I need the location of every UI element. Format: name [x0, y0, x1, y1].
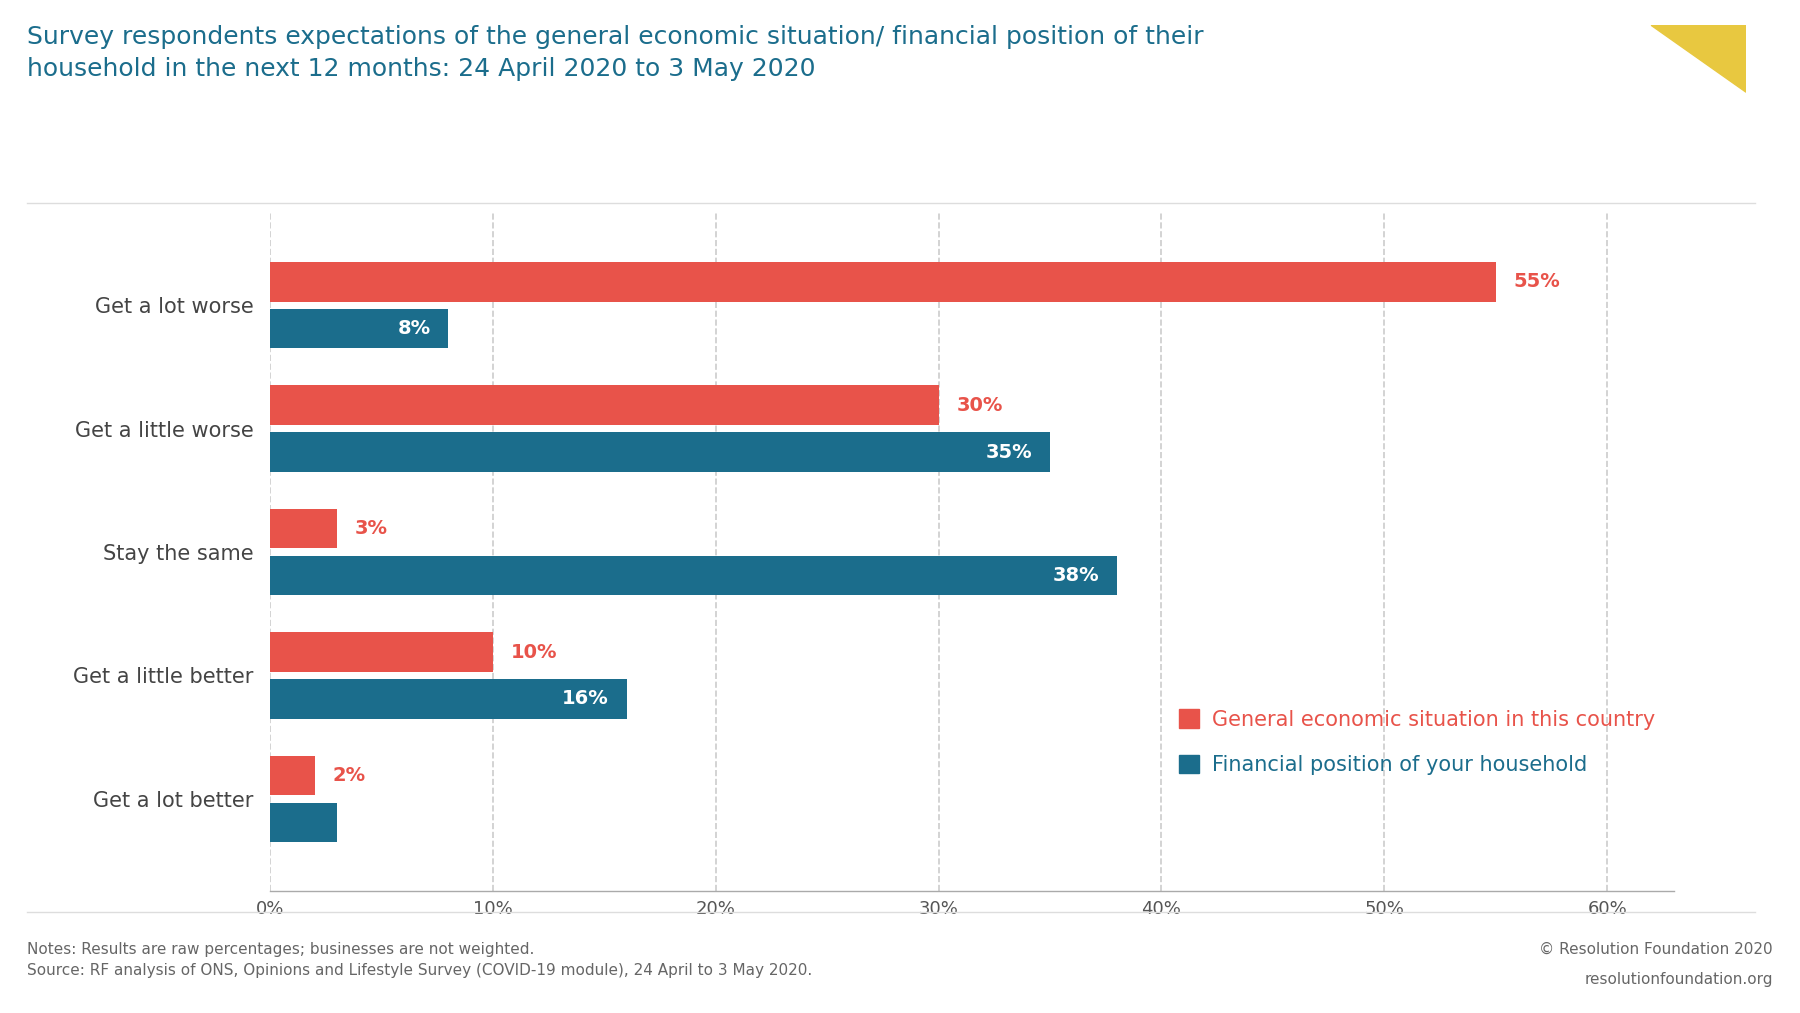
Bar [270, 756, 315, 795]
Bar [270, 632, 493, 672]
Bar [270, 309, 448, 348]
Text: 8%: 8% [398, 319, 430, 338]
Bar [270, 509, 337, 548]
Bar [270, 556, 1116, 596]
Text: RF: RF [1643, 96, 1696, 130]
Polygon shape [1651, 25, 1746, 92]
Bar [270, 802, 337, 842]
Text: 10%: 10% [511, 642, 558, 661]
Text: 2%: 2% [333, 766, 365, 785]
Text: 30%: 30% [956, 396, 1003, 414]
Text: resolutionfoundation.org: resolutionfoundation.org [1584, 972, 1773, 988]
Bar [270, 679, 626, 718]
Text: 55%: 55% [1514, 272, 1561, 292]
Legend: General economic situation in this country, Financial position of your household: General economic situation in this count… [1170, 701, 1663, 783]
Bar [270, 262, 1496, 302]
Text: Survey respondents expectations of the general economic situation/ financial pos: Survey respondents expectations of the g… [27, 25, 1204, 81]
Text: 35%: 35% [986, 443, 1031, 462]
Text: 3%: 3% [355, 519, 387, 538]
Bar [270, 433, 1049, 472]
Text: © Resolution Foundation 2020: © Resolution Foundation 2020 [1539, 942, 1773, 957]
Text: 16%: 16% [562, 690, 608, 708]
Bar [270, 386, 938, 425]
Text: Notes: Results are raw percentages; businesses are not weighted.
Source: RF anal: Notes: Results are raw percentages; busi… [27, 942, 812, 979]
Text: 38%: 38% [1053, 566, 1100, 586]
Text: 3%: 3% [355, 812, 387, 832]
